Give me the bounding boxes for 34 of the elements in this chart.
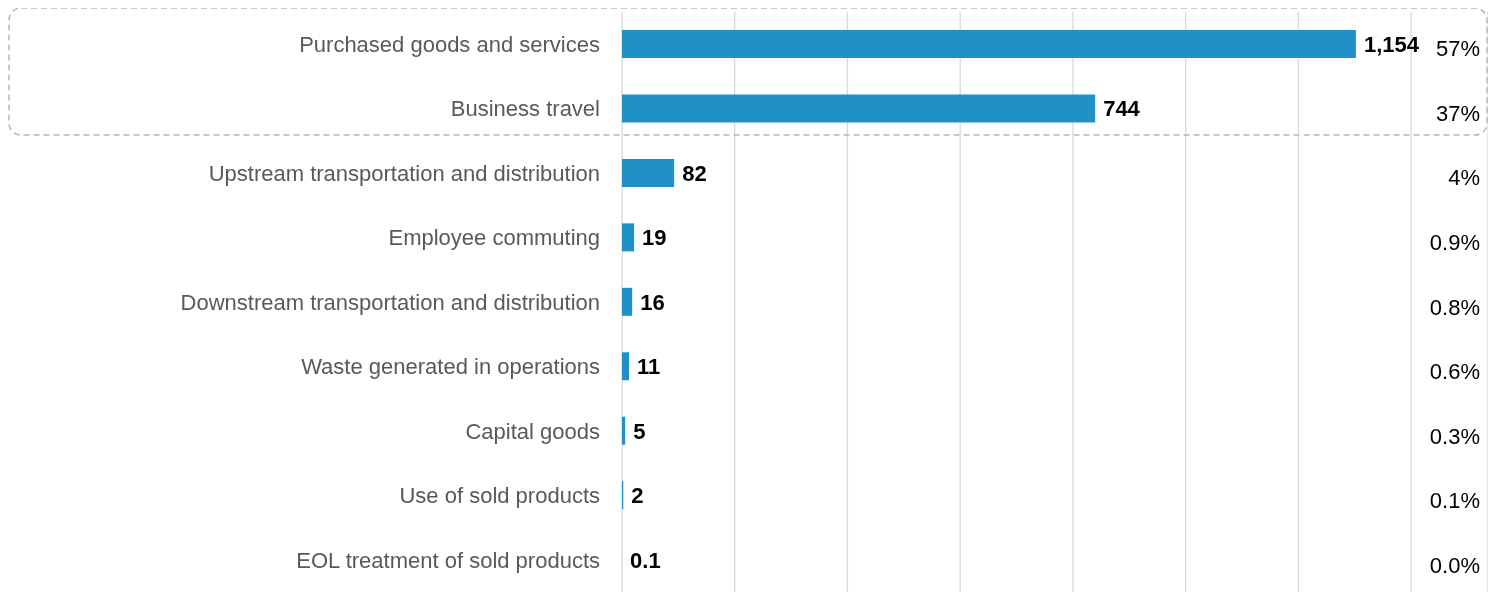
y-tick-label: Purchased goods and services bbox=[299, 32, 600, 58]
data-label: 2 bbox=[631, 483, 644, 509]
data-label: 11 bbox=[637, 354, 661, 380]
text: 0.1% bbox=[1429, 488, 1480, 514]
bar bbox=[622, 352, 629, 381]
text: 57% bbox=[1435, 36, 1480, 62]
y-tick-label: Capital goods bbox=[465, 418, 600, 444]
text: 37% bbox=[1435, 100, 1480, 126]
text: 0.6% bbox=[1429, 359, 1480, 385]
y-tick-label: Use of sold products bbox=[399, 483, 600, 509]
data-label: 19 bbox=[642, 225, 667, 251]
text: 0.8% bbox=[1429, 294, 1480, 320]
data-label: 16 bbox=[640, 289, 665, 315]
bar bbox=[622, 94, 1096, 123]
data-label: 0.1 bbox=[630, 547, 661, 573]
text: 0.9% bbox=[1429, 229, 1480, 255]
data-label: 744 bbox=[1103, 96, 1141, 122]
y-tick-label: Waste generated in operations bbox=[301, 354, 600, 380]
y-tick-label: EOL treatment of sold products bbox=[296, 547, 600, 573]
bar bbox=[622, 287, 633, 316]
text: 0.3% bbox=[1429, 423, 1480, 449]
bar bbox=[622, 30, 1356, 59]
text: 0.0% bbox=[1429, 552, 1480, 578]
y-tick-label: Upstream transportation and distribution bbox=[208, 160, 600, 186]
y-tick-label: Employee commuting bbox=[388, 225, 600, 251]
data-label: 1,154 bbox=[1363, 32, 1420, 58]
bar bbox=[622, 416, 626, 445]
text: 4% bbox=[1448, 165, 1480, 191]
bar bbox=[622, 223, 635, 252]
y-tick-label: Business travel bbox=[450, 96, 600, 122]
data-label: 5 bbox=[633, 418, 646, 444]
bar bbox=[622, 158, 675, 187]
y-tick-label: Downstream transportation and distribution bbox=[180, 289, 600, 315]
data-label: 82 bbox=[682, 160, 707, 186]
